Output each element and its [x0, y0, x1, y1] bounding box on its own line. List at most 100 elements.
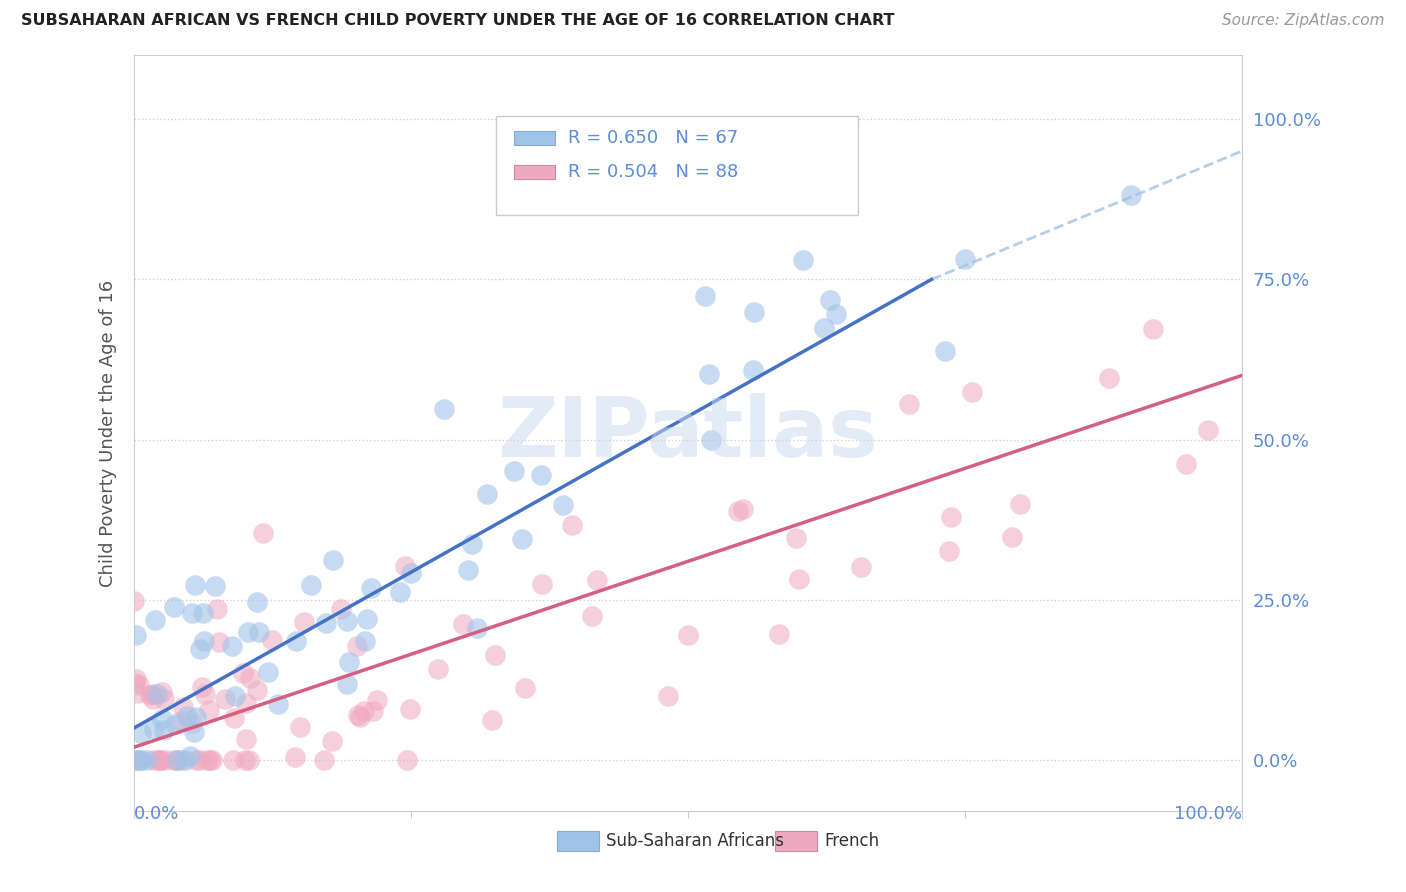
Point — [742, 362, 765, 376]
Y-axis label: Child Poverty Under the Age of 16: Child Poverty Under the Age of 16 — [100, 280, 117, 587]
Point — [153, 723, 176, 738]
Point — [312, 752, 335, 766]
Text: 100.0%: 100.0% — [1174, 805, 1241, 823]
Point — [481, 714, 503, 728]
Point — [143, 613, 166, 627]
Point — [163, 753, 186, 767]
Point — [205, 601, 228, 615]
Point — [208, 635, 231, 649]
Point — [141, 687, 163, 701]
Point — [515, 681, 537, 695]
Point — [191, 606, 214, 620]
Point — [356, 612, 378, 626]
Point — [322, 553, 344, 567]
Point — [457, 563, 479, 577]
Point — [246, 683, 269, 698]
Text: R = 0.504   N = 88: R = 0.504 N = 88 — [568, 163, 738, 181]
Point — [125, 753, 148, 767]
Point — [299, 578, 322, 592]
Point — [349, 710, 371, 724]
Point — [236, 624, 259, 639]
Point — [813, 321, 835, 335]
Text: Sub-Saharan Africans: Sub-Saharan Africans — [606, 832, 785, 850]
Point — [561, 517, 583, 532]
Point — [195, 753, 218, 767]
Point — [347, 707, 370, 722]
Point — [346, 639, 368, 653]
Point — [503, 464, 526, 478]
Point — [221, 640, 243, 654]
Point — [194, 687, 217, 701]
Point — [172, 699, 194, 714]
Point — [149, 753, 172, 767]
Point — [204, 579, 226, 593]
Point — [181, 716, 204, 731]
Point — [186, 753, 208, 767]
Point — [238, 753, 260, 767]
Point — [451, 616, 474, 631]
Point — [551, 499, 574, 513]
Point — [960, 384, 983, 399]
Point — [1119, 187, 1142, 202]
Point — [484, 648, 506, 662]
Point — [142, 692, 165, 706]
Point — [127, 685, 149, 699]
Text: R = 0.650   N = 67: R = 0.650 N = 67 — [568, 129, 738, 147]
Point — [152, 691, 174, 706]
Point — [354, 634, 377, 648]
Point — [399, 702, 422, 716]
Text: French: French — [824, 832, 879, 850]
Point — [284, 750, 307, 764]
Point — [260, 633, 283, 648]
Point — [222, 711, 245, 725]
Point — [339, 655, 361, 669]
Point — [433, 401, 456, 416]
Point — [152, 685, 174, 699]
Point — [184, 577, 207, 591]
Point — [727, 504, 749, 518]
Point — [188, 753, 211, 767]
Point — [239, 672, 262, 686]
Point — [785, 531, 807, 545]
Point — [676, 628, 699, 642]
Point — [530, 577, 553, 591]
Point — [129, 753, 152, 767]
Point — [768, 627, 790, 641]
Point — [235, 753, 257, 767]
Point — [581, 608, 603, 623]
Point — [246, 594, 269, 608]
Point — [360, 581, 382, 595]
Point — [174, 753, 197, 767]
Point — [1098, 371, 1121, 385]
Point — [427, 662, 450, 676]
Point — [224, 689, 246, 703]
Point — [252, 525, 274, 540]
Point — [401, 566, 423, 580]
Point — [1175, 458, 1198, 472]
Point — [125, 627, 148, 641]
Point — [315, 616, 337, 631]
Point — [939, 510, 962, 524]
Point — [180, 606, 202, 620]
Point — [335, 614, 357, 628]
Point — [818, 293, 841, 308]
Point — [361, 704, 384, 718]
Point — [129, 725, 152, 739]
Point — [125, 672, 148, 686]
Point — [170, 714, 193, 728]
Point — [285, 634, 308, 648]
Point — [142, 753, 165, 767]
Point — [165, 717, 187, 731]
Point — [188, 642, 211, 657]
Point — [787, 572, 810, 586]
Point — [849, 560, 872, 574]
Point — [124, 676, 146, 690]
Point — [898, 397, 921, 411]
Point — [214, 692, 236, 706]
Point — [288, 720, 311, 734]
Point — [150, 712, 173, 726]
Point — [586, 574, 609, 588]
Point — [699, 433, 721, 447]
Point — [184, 710, 207, 724]
Point — [388, 585, 411, 599]
